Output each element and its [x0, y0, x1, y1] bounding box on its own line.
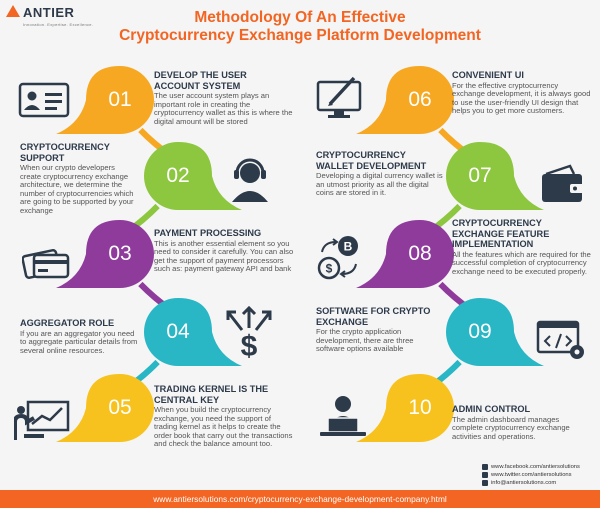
step-08-shape — [356, 220, 454, 288]
antier-logo-mark — [6, 5, 20, 17]
step-heading: CRYPTOCURRENCY SUPPORT — [20, 142, 110, 163]
step-heading: SOFTWARE FOR CRYPTO EXCHANGE — [316, 306, 431, 327]
step-03-number: 03 — [108, 242, 132, 265]
infographic-title: Methodology Of An Effective Cryptocurren… — [0, 9, 600, 45]
step-09-block: SOFTWARE FOR CRYPTO EXCHANGE For the cryp… — [316, 306, 444, 354]
step-07-block: CRYPTOCURRENCY WALLET DEVELOPMENT Develop… — [316, 150, 444, 198]
step-heading: PAYMENT PROCESSING — [154, 228, 262, 238]
twitter-text: www.twitter.com/antiersolutions — [491, 472, 572, 478]
admin-laptop-icon — [320, 396, 366, 436]
brand-name: ANTIER — [23, 5, 75, 20]
step-description: The user account system plays an importa… — [154, 91, 293, 126]
title-line-2: Cryptocurrency Exchange Platform Develop… — [119, 27, 481, 44]
step-05-number: 05 — [108, 396, 132, 419]
facebook-text: www.facebook.com/antiersolutions — [491, 464, 580, 470]
design-monitor-icon — [316, 76, 362, 118]
step-description: For the effective cryptocurrency exchang… — [452, 80, 591, 116]
step-heading: CRYPTOCURRENCY EXCHANGE FEATURE IMPLEMEN… — [452, 218, 550, 249]
facebook-link[interactable]: www.facebook.com/antiersolutions — [482, 463, 580, 471]
flow-shapes — [56, 66, 544, 442]
currency-exchange-icon: B $ — [317, 236, 358, 280]
step-02-shape — [144, 142, 242, 210]
step-03-block: PAYMENT PROCESSING This is another essent… — [154, 228, 294, 274]
step-06-block: CONVENIENT UI For the effective cryptocur… — [452, 70, 592, 116]
user-account-icon — [18, 82, 70, 118]
social-links: www.facebook.com/antiersolutions www.twi… — [482, 463, 580, 487]
step-description: When you build the cryptocurrency exchan… — [154, 405, 293, 449]
aggregator-dollar-icon: $ — [226, 306, 272, 362]
step-07-shape — [446, 142, 544, 210]
payment-cards-icon — [22, 249, 70, 279]
step-09-shape — [446, 298, 544, 366]
twitter-icon — [482, 472, 488, 478]
headset-support-icon — [232, 158, 268, 202]
step-06-number: 06 — [408, 88, 432, 111]
step-08-block: CRYPTOCURRENCY EXCHANGE FEATURE IMPLEMEN… — [452, 218, 592, 276]
step-05-shape — [56, 374, 154, 442]
step-description: The admin dashboard manages complete cry… — [452, 414, 570, 441]
step-description: All the features which are required for … — [452, 249, 591, 276]
step-heading: DEVELOP THE USER ACCOUNT SYSTEM — [154, 70, 247, 91]
twitter-link[interactable]: www.twitter.com/antiersolutions — [482, 471, 580, 479]
email-text: info@antiersolutions.com — [491, 480, 557, 486]
email-link[interactable]: info@antiersolutions.com — [482, 479, 580, 487]
step-heading: CONVENIENT UI — [452, 70, 524, 80]
antier-logo: ANTIER Innovation. Expertise. Excellence… — [6, 4, 93, 27]
step-04-block: AGGREGATOR ROLE If you are an aggregator … — [20, 318, 138, 355]
step-description: Developing a digital currency wallet is … — [316, 171, 443, 198]
step-heading: AGGREGATOR ROLE — [20, 318, 115, 328]
step-10-block: ADMIN CONTROL The admin dashboard manages… — [452, 404, 592, 441]
wallet-icon — [542, 164, 584, 202]
footer-url[interactable]: www.antiersolutions.com/cryptocurrency-e… — [153, 494, 447, 504]
step-09-number: 09 — [468, 320, 492, 343]
step-heading: ADMIN CONTROL — [452, 404, 531, 414]
step-02-number: 02 — [166, 164, 190, 187]
step-01-number: 01 — [108, 88, 132, 111]
email-icon — [482, 480, 488, 486]
step-10-number: 10 — [408, 396, 432, 419]
step-description: For the crypto application development, … — [316, 327, 414, 354]
title-line-1: Methodology Of An Effective — [194, 9, 406, 26]
step-01-shape — [56, 66, 155, 134]
step-05-block: TRADING KERNEL IS THE CENTRAL KEY When yo… — [154, 384, 294, 449]
step-03-shape — [56, 220, 154, 288]
footer-bar: www.antiersolutions.com/cryptocurrency-e… — [0, 490, 600, 508]
step-description: This is another essential element so you… — [154, 238, 294, 274]
step-description: If you are an aggregator you need to agg… — [20, 328, 138, 355]
facebook-icon — [482, 464, 488, 470]
step-01-block: DEVELOP THE USER ACCOUNT SYSTEM The user … — [154, 70, 294, 126]
trading-chart-icon — [14, 400, 70, 440]
step-02-block: CRYPTOCURRENCY SUPPORT When our crypto de… — [20, 142, 138, 216]
step-heading: TRADING KERNEL IS THE CENTRAL KEY — [154, 384, 269, 405]
step-heading: CRYPTOCURRENCY WALLET DEVELOPMENT — [316, 150, 427, 171]
code-settings-icon — [536, 320, 584, 359]
step-04-number: 04 — [166, 320, 190, 343]
svg-text:$: $ — [326, 262, 333, 276]
step-07-number: 07 — [468, 164, 492, 187]
svg-text:B: B — [344, 240, 353, 254]
step-06-shape — [356, 66, 455, 134]
step-10-shape — [356, 374, 454, 442]
brand-tagline: Innovation. Expertise. Excellence. — [23, 22, 94, 27]
step-08-number: 08 — [408, 242, 432, 265]
step-description: When our crypto developers create crypto… — [20, 163, 134, 215]
svg-text:$: $ — [241, 330, 258, 362]
step-04-shape — [144, 298, 242, 366]
